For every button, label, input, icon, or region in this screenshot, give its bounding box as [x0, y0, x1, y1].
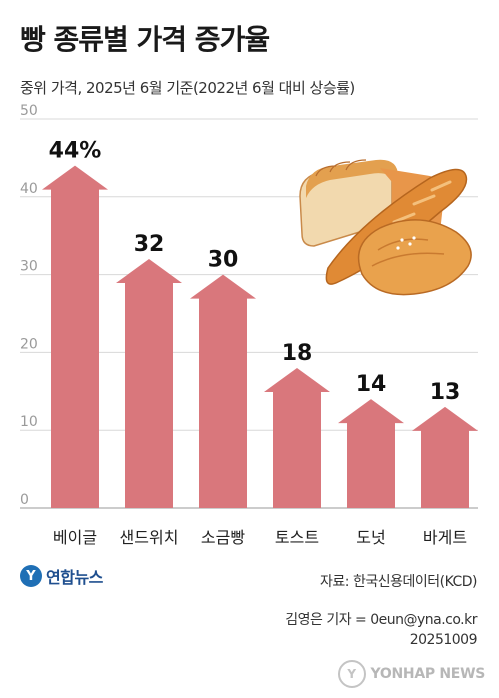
credit-block: 김영은 기자 = 0eun@yna.co.kr 20251009 — [285, 610, 477, 650]
data-label: 44% — [49, 139, 102, 164]
source-note: 자료: 한국신용데이터(KCD) — [320, 574, 477, 590]
bar-6 — [412, 406, 478, 508]
data-label: 13 — [430, 380, 461, 405]
chart-subtitle: 중위 가격, 2025년 6월 기준(2022년 6월 대비 상승률) — [20, 79, 355, 97]
bar-1 — [42, 165, 108, 508]
bar-3 — [190, 274, 256, 508]
category-label: 토스트 — [275, 528, 319, 547]
data-label: 18 — [282, 341, 313, 366]
watermark-text: YONHAP NEWS — [370, 666, 486, 682]
croissant-icon — [357, 219, 472, 296]
publish-date: 20251009 — [409, 632, 478, 648]
category-label: 바게트 — [423, 528, 467, 547]
category-label: 소금빵 — [201, 528, 245, 547]
watermark: Y YONHAP NEWS — [337, 660, 486, 688]
publisher-logo: Y 연합뉴스 — [20, 564, 103, 588]
chart-title: 빵 종류별 가격 증가율 — [20, 23, 270, 56]
reporter-credit: 김영은 기자 = 0eun@yna.co.kr — [285, 612, 477, 628]
data-label: 14 — [356, 372, 387, 397]
logo-text: 연합뉴스 — [46, 568, 103, 587]
y-tick-label: 10 — [20, 414, 38, 430]
bar-chart: 0 10 20 30 40 50 44% 베이글 32 샌드위치 30 소금빵 18 토스트 14 도넛 13… — [20, 103, 478, 547]
category-label: 샌드위치 — [120, 528, 179, 547]
y-tick-label: 40 — [20, 181, 38, 197]
yonhap-logo-icon: Y — [20, 565, 42, 587]
category-label: 도넛 — [356, 528, 385, 547]
bar-4 — [264, 367, 330, 508]
category-label: 베이글 — [53, 528, 97, 547]
bread-illustration — [299, 159, 472, 296]
data-label: 30 — [208, 248, 239, 273]
y-tick-label: 20 — [20, 336, 38, 352]
y-tick-label: 30 — [20, 259, 38, 275]
y-tick-label: 50 — [20, 103, 38, 119]
data-label: 32 — [134, 232, 165, 257]
y-tick-label: 0 — [20, 492, 29, 508]
bar-5 — [338, 399, 404, 508]
watermark-logo-icon: Y — [337, 660, 366, 688]
bar-2 — [116, 259, 182, 508]
